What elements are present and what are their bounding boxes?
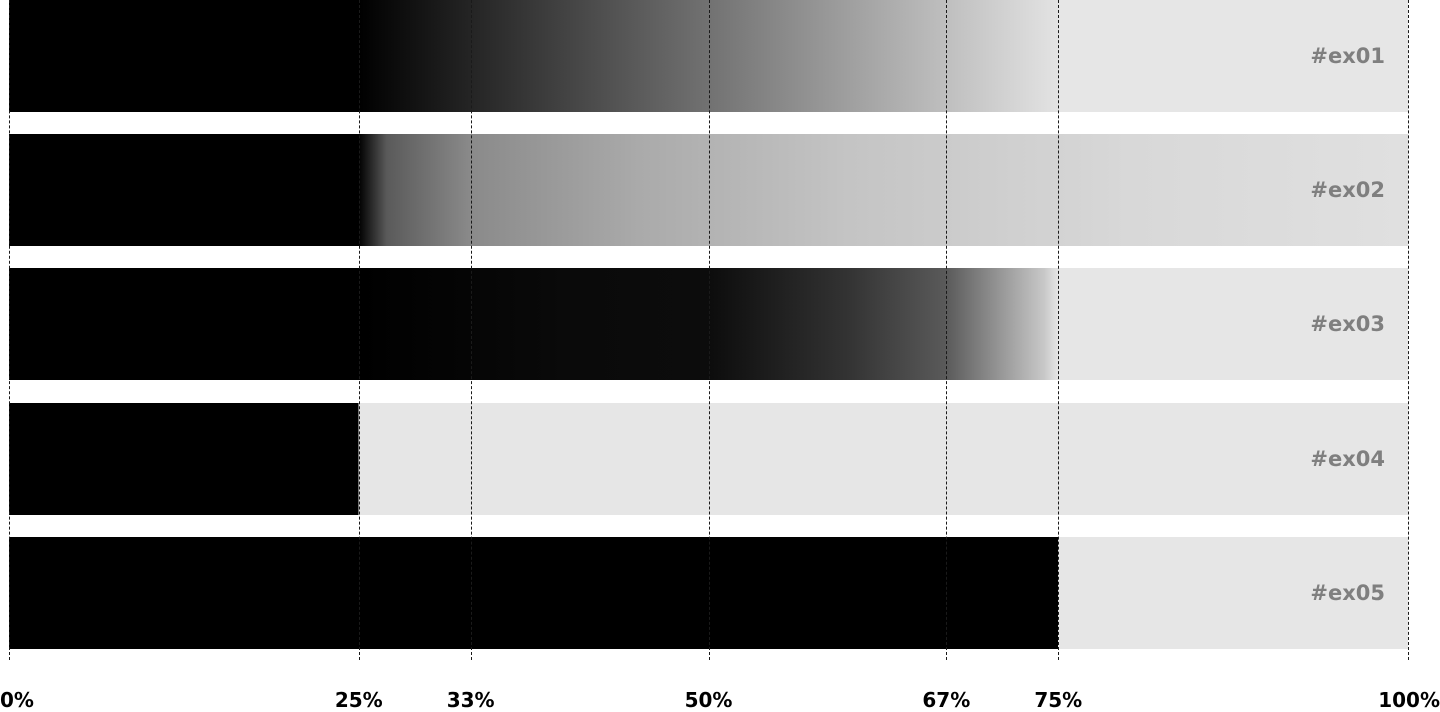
guide-line-0 [9, 0, 10, 660]
tick-label-67: 67% [922, 688, 971, 712]
tick-label-0: 0% [0, 688, 34, 712]
guide-line-75 [1058, 0, 1060, 660]
tick-label-100: 100% [1378, 688, 1440, 712]
bar-label-ex02: #ex02 [1310, 178, 1385, 202]
guide-line-25 [358, 0, 360, 660]
tick-label-75: 75% [1034, 688, 1083, 712]
bar-label-ex01: #ex01 [1310, 44, 1385, 68]
guide-line-33 [470, 0, 472, 660]
tick-label-25: 25% [334, 688, 383, 712]
guide-line-100 [1408, 0, 1409, 660]
guide-line-67 [946, 0, 948, 660]
tick-label-50: 50% [684, 688, 733, 712]
bar-label-ex04: #ex04 [1310, 447, 1385, 471]
bar-label-ex03: #ex03 [1310, 312, 1385, 336]
bar-label-ex05: #ex05 [1310, 581, 1385, 605]
guide-line-50 [708, 0, 710, 660]
tick-label-33: 33% [446, 688, 495, 712]
